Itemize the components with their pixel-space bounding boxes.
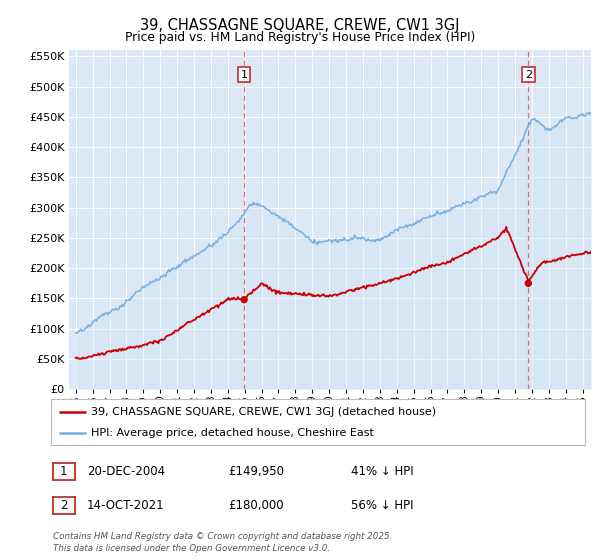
Point xyxy=(239,295,249,304)
Text: £180,000: £180,000 xyxy=(228,498,284,512)
Text: 2: 2 xyxy=(525,69,532,80)
Text: Price paid vs. HM Land Registry's House Price Index (HPI): Price paid vs. HM Land Registry's House … xyxy=(125,31,475,44)
Text: 2: 2 xyxy=(60,498,68,512)
Point xyxy=(524,279,533,288)
Text: 41% ↓ HPI: 41% ↓ HPI xyxy=(351,465,413,478)
Text: HPI: Average price, detached house, Cheshire East: HPI: Average price, detached house, Ches… xyxy=(91,428,374,438)
Text: 1: 1 xyxy=(60,465,68,478)
Text: 39, CHASSAGNE SQUARE, CREWE, CW1 3GJ: 39, CHASSAGNE SQUARE, CREWE, CW1 3GJ xyxy=(140,18,460,33)
Text: 39, CHASSAGNE SQUARE, CREWE, CW1 3GJ (detached house): 39, CHASSAGNE SQUARE, CREWE, CW1 3GJ (de… xyxy=(91,407,436,417)
Text: 56% ↓ HPI: 56% ↓ HPI xyxy=(351,498,413,512)
Text: 14-OCT-2021: 14-OCT-2021 xyxy=(87,498,164,512)
Text: Contains HM Land Registry data © Crown copyright and database right 2025.
This d: Contains HM Land Registry data © Crown c… xyxy=(53,533,392,553)
Text: 1: 1 xyxy=(241,69,248,80)
Text: £149,950: £149,950 xyxy=(228,465,284,478)
Text: 20-DEC-2004: 20-DEC-2004 xyxy=(87,465,165,478)
